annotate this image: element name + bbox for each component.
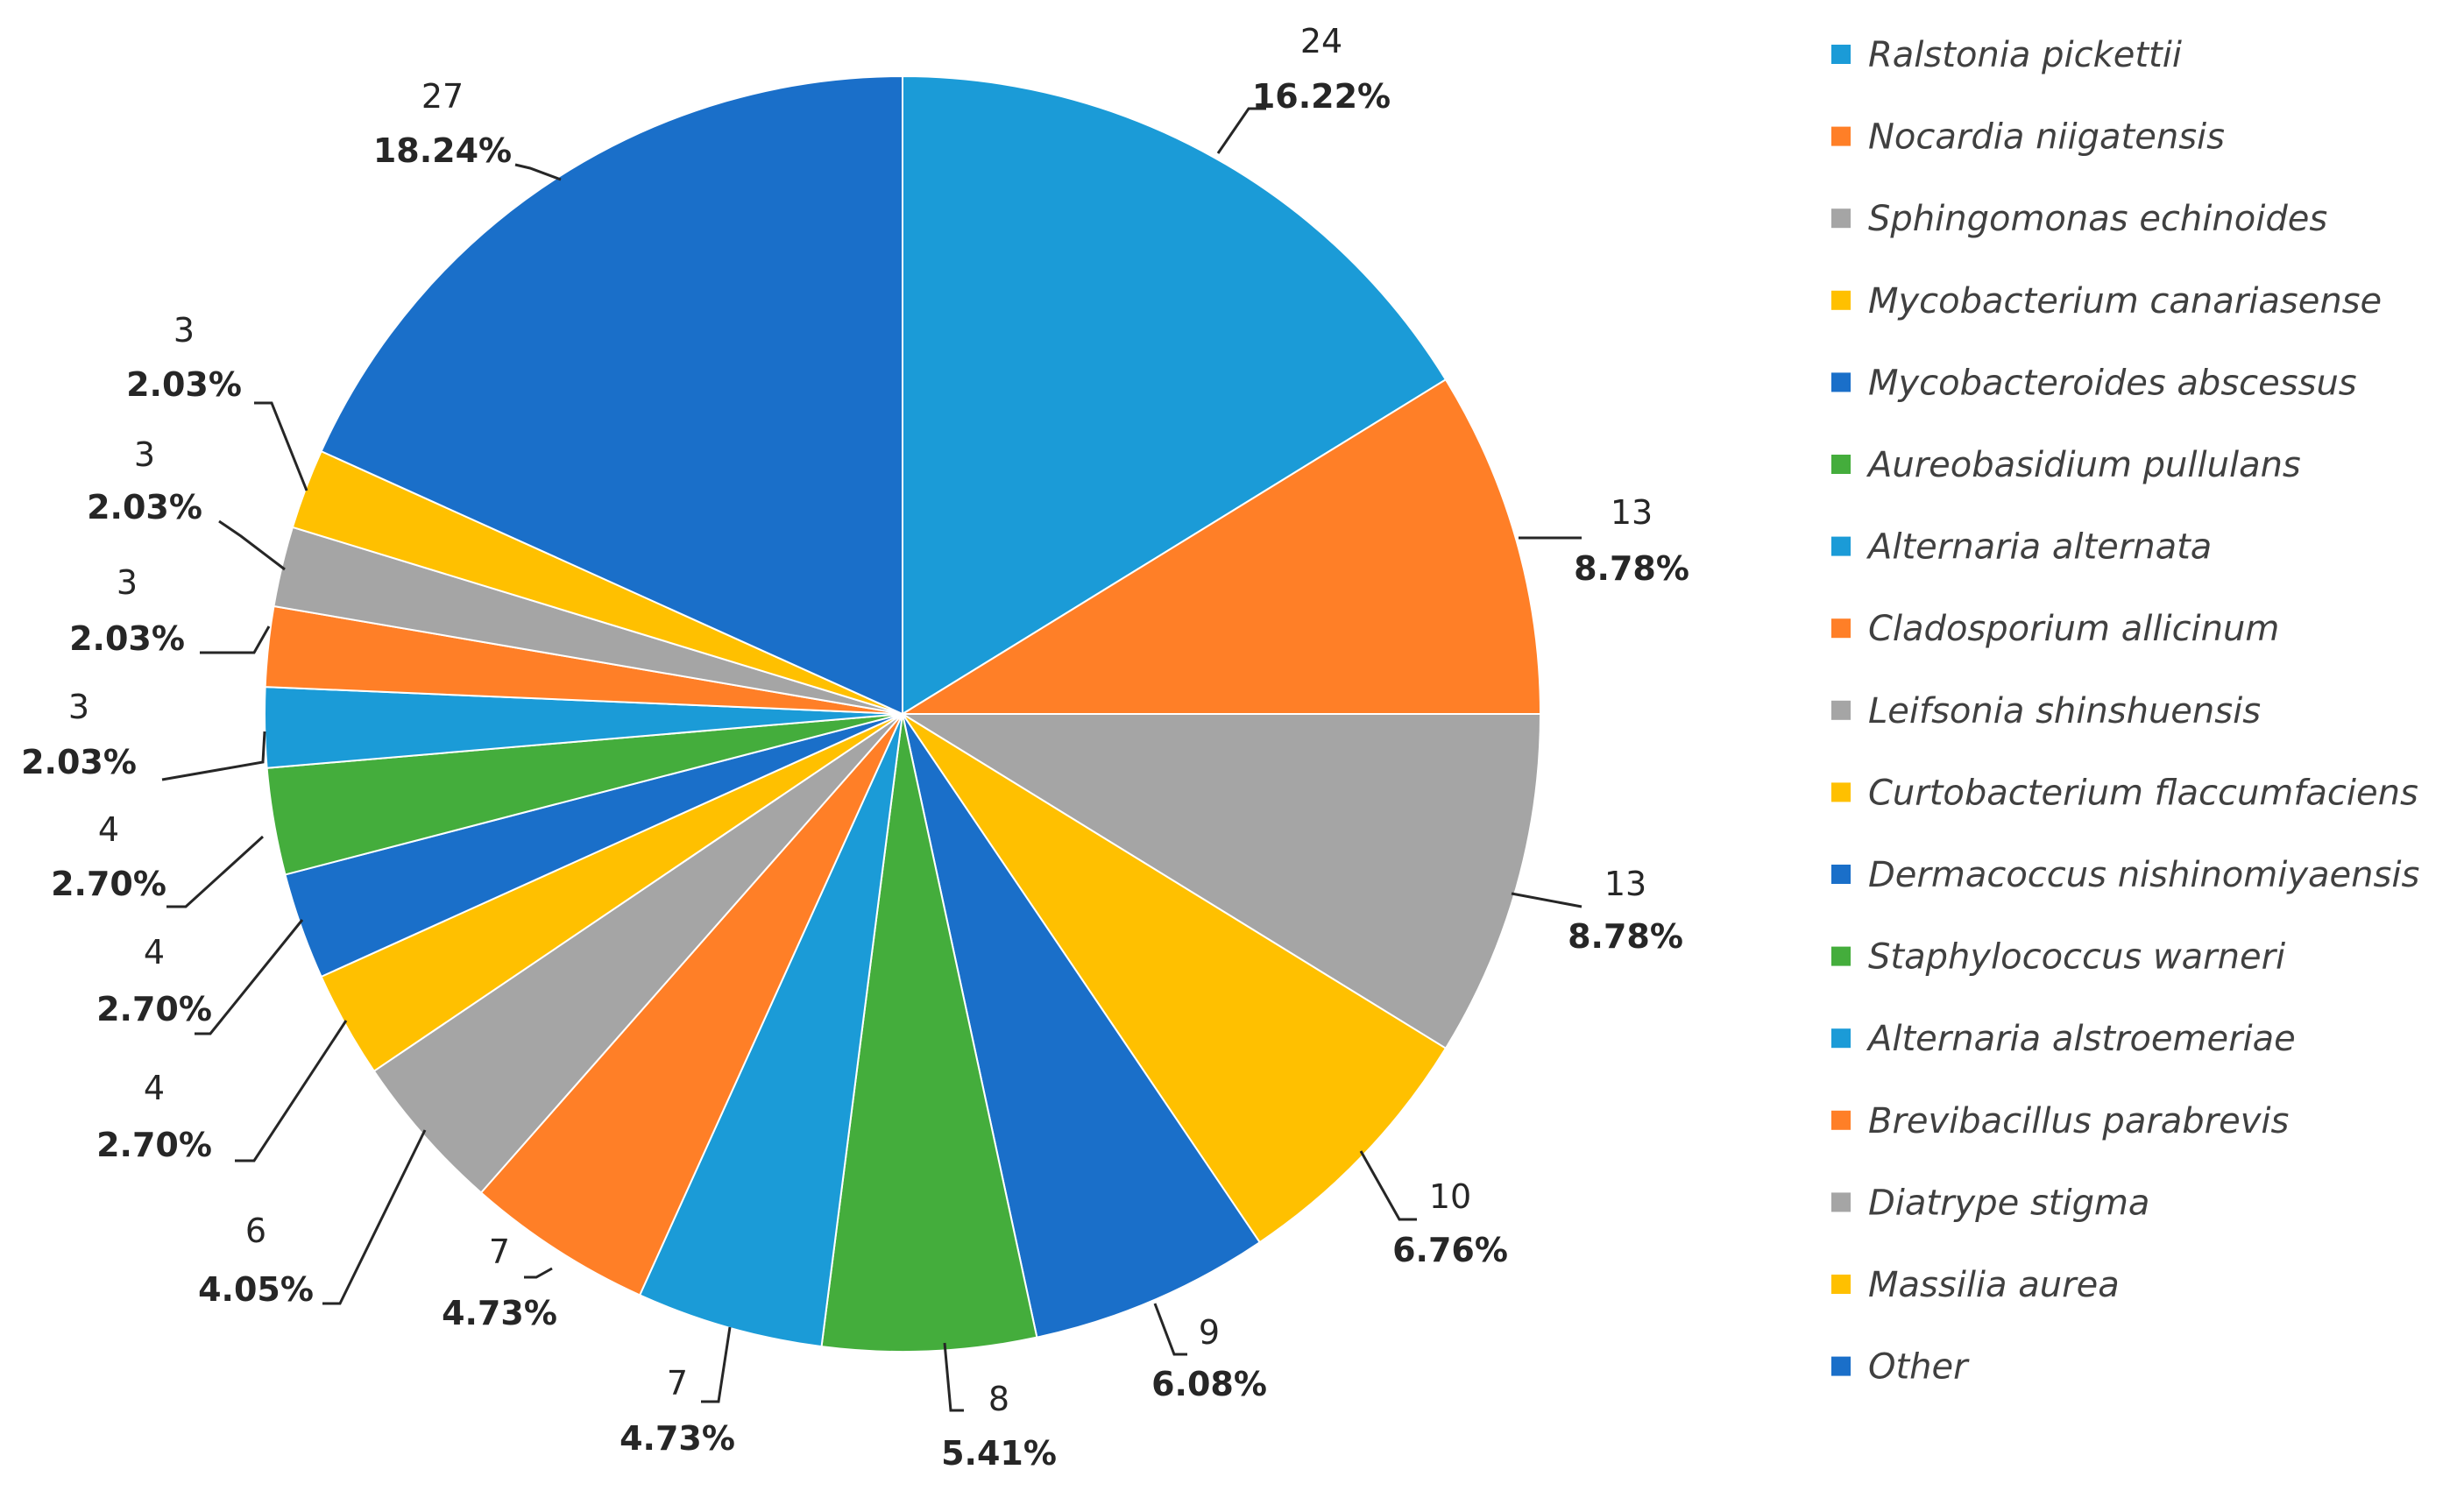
legend-label-nocardia-niigatensis: Nocardia niigatensis bbox=[1868, 117, 2225, 158]
leader-line-aureobasidium-pullulans bbox=[943, 1342, 964, 1412]
data-label-count-nocardia-niigatensis: 13 bbox=[1611, 493, 1653, 532]
data-label-count-sphingomonas-echinoides: 13 bbox=[1604, 865, 1646, 903]
legend-swatch-alternaria-alternata bbox=[1831, 536, 1851, 556]
data-label-count-brevibacillus-parabrevis: 3 bbox=[117, 563, 138, 602]
legend-label-aureobasidium-pullulans: Aureobasidium pullulans bbox=[1866, 445, 2301, 485]
leader-line-massilia-aurea bbox=[254, 401, 308, 491]
data-label-percent-nocardia-niigatensis: 8.78% bbox=[1574, 549, 1689, 588]
leader-line-leifsonia-shinshuensis bbox=[322, 1129, 427, 1305]
data-label-count-staphylococcus-warneri: 4 bbox=[98, 810, 119, 849]
legend-label-diatrype-stigma: Diatrype stigma bbox=[1868, 1183, 2149, 1223]
pie-slice-nocardia-niigatensis bbox=[899, 378, 1542, 715]
data-label-percent-cladosporium-allicinum: 4.73% bbox=[442, 1294, 557, 1332]
legend-swatch-massilia-aurea bbox=[1831, 1275, 1851, 1294]
data-label-count-other: 27 bbox=[421, 77, 464, 116]
leader-line-alternaria-alstroemeriae bbox=[161, 731, 266, 781]
data-label-count-curtobacterium-flaccumfaciens: 4 bbox=[144, 1069, 165, 1107]
legend-swatch-ralstonia-pickettii bbox=[1831, 45, 1851, 64]
legend-swatch-other bbox=[1831, 1356, 1851, 1376]
legend-label-alternaria-alternata: Alternaria alternata bbox=[1866, 527, 2212, 568]
data-label-count-diatrype-stigma: 3 bbox=[134, 435, 155, 474]
data-label-percent-mycobacteroides-abscessus: 6.08% bbox=[1151, 1365, 1267, 1403]
leader-line-ralstonia-pickettii bbox=[1216, 107, 1266, 154]
data-labels-layer: 24 16.22% 13 8.78% 13 8.78% 10 6.76% 9 6.08% 8 5.41… bbox=[21, 22, 1689, 1473]
leader-line-alternaria-alternata bbox=[701, 1326, 732, 1403]
leader-line-curtobacterium-flaccumfaciens bbox=[235, 1020, 348, 1162]
data-label-percent-alternaria-alternata: 4.73% bbox=[620, 1419, 735, 1458]
legend-label-brevibacillus-parabrevis: Brevibacillus parabrevis bbox=[1868, 1101, 2289, 1141]
legend-label-other: Other bbox=[1868, 1347, 1970, 1388]
leader-line-mycobacterium-canariasense bbox=[1359, 1150, 1417, 1221]
pie-slice-ralstonia-pickettii bbox=[902, 74, 1448, 716]
legend-swatch-nocardia-niigatensis bbox=[1831, 126, 1851, 146]
data-label-count-dermacoccus-nishinomiyaensis: 4 bbox=[144, 933, 165, 971]
leader-line-dermacoccus-nishinomiyaensis bbox=[195, 919, 304, 1035]
data-label-percent-massilia-aurea: 2.03% bbox=[126, 365, 242, 404]
legend-swatch-sphingomonas-echinoides bbox=[1831, 208, 1851, 229]
data-label-percent-leifsonia-shinshuensis: 4.05% bbox=[198, 1270, 314, 1309]
legend-label-dermacoccus-nishinomiyaensis: Dermacoccus nishinomiyaensis bbox=[1868, 855, 2419, 895]
data-label-percent-dermacoccus-nishinomiyaensis: 2.70% bbox=[96, 990, 212, 1028]
legend-swatch-staphylococcus-warneri bbox=[1831, 946, 1851, 966]
data-label-count-aureobasidium-pullulans: 8 bbox=[988, 1380, 1009, 1418]
data-label-percent-alternaria-alstroemeriae: 2.03% bbox=[21, 743, 137, 781]
legend: Ralstonia pickettii Nocardia niigatensis S… bbox=[1831, 35, 2419, 1388]
legend-swatch-diatrype-stigma bbox=[1831, 1192, 1851, 1212]
data-label-count-alternaria-alstroemeriae: 3 bbox=[68, 688, 89, 726]
legend-label-sphingomonas-echinoides: Sphingomonas echinoides bbox=[1868, 199, 2327, 239]
leader-line-staphylococcus-warneri bbox=[166, 835, 265, 908]
data-label-percent-diatrype-stigma: 2.03% bbox=[87, 488, 202, 526]
legend-swatch-curtobacterium-flaccumfaciens bbox=[1831, 782, 1851, 802]
legend-label-mycobacterium-canariasense: Mycobacterium canariasense bbox=[1868, 281, 2382, 321]
pie-slice-sphingomonas-echinoides bbox=[899, 713, 1542, 1050]
legend-swatch-aureobasidium-pullulans bbox=[1831, 455, 1851, 474]
pie-slice-aureobasidium-pullulans bbox=[820, 713, 1038, 1353]
data-label-count-mycobacterium-canariasense: 10 bbox=[1429, 1177, 1471, 1216]
legend-swatch-mycobacterium-canariasense bbox=[1831, 290, 1851, 310]
slices-layer bbox=[264, 74, 1542, 1353]
data-label-count-ralstonia-pickettii: 24 bbox=[1300, 22, 1342, 60]
legend-swatch-alternaria-alstroemeriae bbox=[1831, 1028, 1851, 1049]
legend-label-mycobacteroides-abscessus: Mycobacteroides abscessus bbox=[1868, 363, 2357, 403]
legend-swatch-dermacoccus-nishinomiyaensis bbox=[1831, 865, 1851, 884]
legend-label-massilia-aurea: Massilia aurea bbox=[1868, 1265, 2120, 1305]
data-label-count-massilia-aurea: 3 bbox=[173, 311, 195, 350]
leader-line-brevibacillus-parabrevis bbox=[200, 625, 271, 654]
pie-slice-mycobacteroides-abscessus bbox=[902, 713, 1262, 1339]
data-label-percent-staphylococcus-warneri: 2.70% bbox=[51, 865, 166, 903]
leader-line-mycobacteroides-abscessus bbox=[1153, 1303, 1187, 1356]
leader-line-sphingomonas-echinoides bbox=[1511, 892, 1582, 908]
data-label-percent-aureobasidium-pullulans: 5.41% bbox=[941, 1434, 1057, 1473]
data-label-percent-sphingomonas-echinoides: 8.78% bbox=[1568, 917, 1683, 956]
data-label-percent-other: 18.24% bbox=[373, 131, 512, 170]
leader-line-other bbox=[514, 163, 562, 181]
legend-label-curtobacterium-flaccumfaciens: Curtobacterium flaccumfaciens bbox=[1868, 773, 2418, 813]
data-label-percent-brevibacillus-parabrevis: 2.03% bbox=[69, 619, 185, 658]
legend-swatch-brevibacillus-parabrevis bbox=[1831, 1110, 1851, 1130]
legend-label-staphylococcus-warneri: Staphylococcus warneri bbox=[1868, 937, 2285, 978]
leader-line-cladosporium-allicinum bbox=[524, 1267, 553, 1279]
data-label-count-alternaria-alternata: 7 bbox=[667, 1364, 688, 1402]
pie-slice-cladosporium-allicinum bbox=[479, 713, 903, 1297]
legend-label-ralstonia-pickettii: Ralstonia pickettii bbox=[1868, 35, 2182, 75]
data-label-count-mycobacteroides-abscessus: 9 bbox=[1199, 1313, 1220, 1352]
data-label-count-cladosporium-allicinum: 7 bbox=[489, 1233, 510, 1271]
legend-label-alternaria-alstroemeriae: Alternaria alstroemeriae bbox=[1866, 1019, 2296, 1059]
legend-label-leifsonia-shinshuensis: Leifsonia shinshuensis bbox=[1868, 691, 2261, 731]
data-label-percent-ralstonia-pickettii: 16.22% bbox=[1252, 77, 1391, 116]
legend-label-cladosporium-allicinum: Cladosporium allicinum bbox=[1868, 609, 2279, 649]
data-label-percent-curtobacterium-flaccumfaciens: 2.70% bbox=[96, 1126, 212, 1164]
data-label-percent-mycobacterium-canariasense: 6.76% bbox=[1392, 1231, 1508, 1269]
legend-swatch-mycobacteroides-abscessus bbox=[1831, 372, 1851, 392]
leader-line-diatrype-stigma bbox=[218, 519, 286, 571]
data-label-count-leifsonia-shinshuensis: 6 bbox=[245, 1212, 266, 1250]
legend-swatch-cladosporium-allicinum bbox=[1831, 618, 1851, 639]
legend-swatch-leifsonia-shinshuensis bbox=[1831, 700, 1851, 720]
